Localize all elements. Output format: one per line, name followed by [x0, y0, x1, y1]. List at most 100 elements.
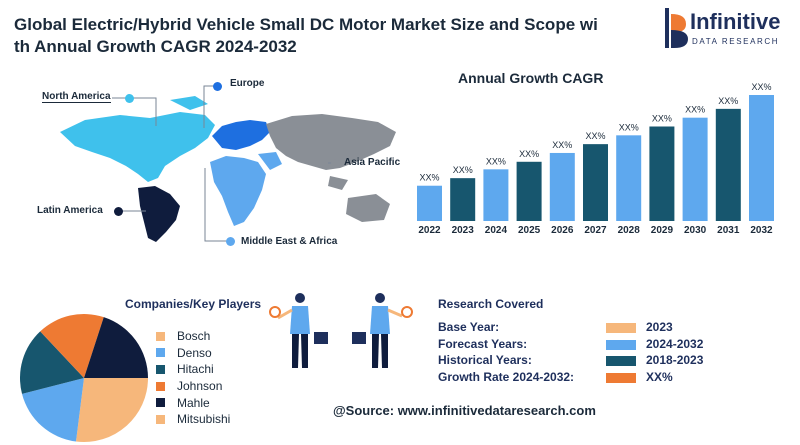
companies-heading: Companies/Key Players — [125, 297, 262, 311]
bar-value-label-2027: XX% — [585, 131, 605, 141]
title-line-2: th Annual Growth CAGR 2024-2032 — [14, 37, 297, 56]
world-map-graphic — [60, 85, 396, 242]
bar-2030 — [682, 117, 708, 221]
bar-value-label-2026: XX% — [552, 140, 572, 150]
research-row-label: Growth Rate 2024-2032: — [438, 369, 575, 384]
bar-value-label-2031: XX% — [718, 96, 738, 106]
companies-pie-chart — [20, 314, 148, 442]
europe-dot — [213, 82, 222, 91]
legend-swatch — [156, 398, 165, 408]
x-tick-label-2023: 2023 — [452, 225, 475, 236]
legend-label: Denso — [177, 345, 212, 360]
bar-value-label-2022: XX% — [419, 173, 439, 183]
bar-value-label-2032: XX% — [751, 82, 771, 92]
analyst-left-figure — [269, 293, 328, 368]
legend-label: Mahle — [177, 395, 210, 410]
legend-label: Hitachi — [177, 362, 214, 377]
bar-2028 — [616, 135, 642, 221]
map-label-latin-america: Latin America — [37, 205, 103, 216]
company-logo: Infinitive DATA RESEARCH — [662, 6, 794, 52]
legend-label: Bosch — [177, 329, 211, 344]
x-tick-label-2024: 2024 — [485, 225, 508, 236]
annual-growth-bar-chart: XX% 2022 XX% 2023 XX% 2024 XX% 2025 XX% 2026 XX% 20… — [417, 82, 774, 236]
x-tick-label-2027: 2027 — [584, 225, 607, 236]
legend-swatch — [156, 348, 165, 358]
analysts-illustration — [269, 293, 413, 368]
research-row-label: Forecast Years: — [438, 336, 528, 351]
bar-2029 — [649, 126, 675, 221]
bar-value-label-2023: XX% — [453, 165, 473, 175]
x-tick-label-2022: 2022 — [418, 225, 441, 236]
research-row: Historical Years: 2018-2023 — [438, 353, 778, 369]
bar-2025 — [516, 161, 542, 221]
logo-mark-icon — [665, 8, 688, 48]
bar-value-label-2024: XX% — [486, 156, 506, 166]
title-line-1: Global Electric/Hybrid Vehicle Small DC … — [14, 15, 598, 34]
bar-2032 — [749, 95, 774, 221]
legend-label: Johnson — [177, 379, 223, 394]
bar-value-label-2028: XX% — [619, 122, 639, 132]
pie-slice-johnson — [40, 314, 104, 378]
research-row-value: 2023 — [646, 320, 673, 334]
pie-slice-denso — [22, 378, 84, 442]
legend-item-denso: Denso — [156, 345, 230, 362]
analyst-right-figure — [352, 293, 413, 368]
latin-america-dot — [114, 207, 123, 216]
x-tick-label-2030: 2030 — [684, 225, 707, 236]
research-row-label: Base Year: — [438, 320, 500, 334]
bar-2027 — [583, 144, 608, 221]
bar-2023 — [450, 178, 476, 221]
research-heading: Research Covered — [438, 297, 544, 311]
research-row-swatch — [606, 323, 636, 333]
pie-slice-bosch — [75, 378, 148, 442]
research-row: Growth Rate 2024-2032: XX% — [438, 370, 778, 386]
legend-item-mitsubishi: Mitsubishi — [156, 411, 230, 428]
bar-value-label-2025: XX% — [519, 149, 539, 159]
x-tick-label-2032: 2032 — [750, 225, 773, 236]
pie-slice-hitachi — [20, 331, 85, 394]
x-tick-label-2031: 2031 — [717, 225, 740, 236]
page-title: Global Electric/Hybrid Vehicle Small DC … — [14, 14, 614, 58]
legend-item-mahle: Mahle — [156, 394, 230, 411]
chart-title: Annual Growth CAGR — [458, 70, 604, 86]
bar-2026 — [549, 152, 575, 221]
legend-swatch — [156, 381, 165, 391]
x-tick-label-2029: 2029 — [651, 225, 674, 236]
research-row-value: 2024-2032 — [646, 336, 704, 351]
legend-item-hitachi: Hitachi — [156, 361, 230, 378]
x-tick-label-2028: 2028 — [618, 225, 641, 236]
pie-slice-mahle — [84, 317, 148, 378]
research-row-label: Historical Years: — [438, 353, 532, 367]
latin-america-shape — [138, 186, 180, 242]
x-tick-label-2026: 2026 — [551, 225, 574, 236]
bar-2022 — [417, 185, 442, 221]
x-tick-label-2025: 2025 — [518, 225, 541, 236]
north-america-shape — [60, 112, 215, 182]
bar-value-label-2029: XX% — [652, 114, 672, 124]
bar-value-label-2030: XX% — [685, 105, 705, 115]
africa-shape — [210, 156, 266, 226]
legend-swatch — [156, 331, 165, 341]
asia-pacific-dot — [331, 159, 340, 168]
legend-swatch — [156, 414, 165, 424]
companies-legend: Bosch Denso Hitachi Johnson Mahle Mitsubishi — [156, 328, 230, 428]
europe-shape — [212, 120, 270, 150]
research-row-value: XX% — [646, 369, 673, 384]
north-america-dot — [125, 94, 134, 103]
middle-east-africa-dot — [226, 237, 235, 246]
legend-label: Mitsubishi — [177, 412, 231, 427]
asia-shape — [266, 114, 396, 170]
logo-subtitle: DATA RESEARCH — [692, 37, 780, 46]
legend-item-johnson: Johnson — [156, 378, 230, 395]
research-row-value: 2018-2023 — [646, 353, 704, 367]
bar-2031 — [715, 108, 741, 221]
map-label-north-america: North America — [42, 91, 111, 103]
map-label-asia-pacific: Asia Pacific — [344, 157, 401, 168]
legend-item-bosch: Bosch — [156, 328, 230, 345]
map-label-middle-east-africa: Middle East & Africa — [241, 236, 338, 247]
research-row: Forecast Years: 2024-2032 — [438, 337, 778, 353]
map-label-europe: Europe — [230, 78, 265, 89]
source-text: @Source: www.infinitivedataresearch.com — [333, 403, 596, 418]
world-map: North America Europe Asia Pacific Latin … — [30, 70, 420, 260]
logo-name: Infinitive — [690, 9, 781, 34]
